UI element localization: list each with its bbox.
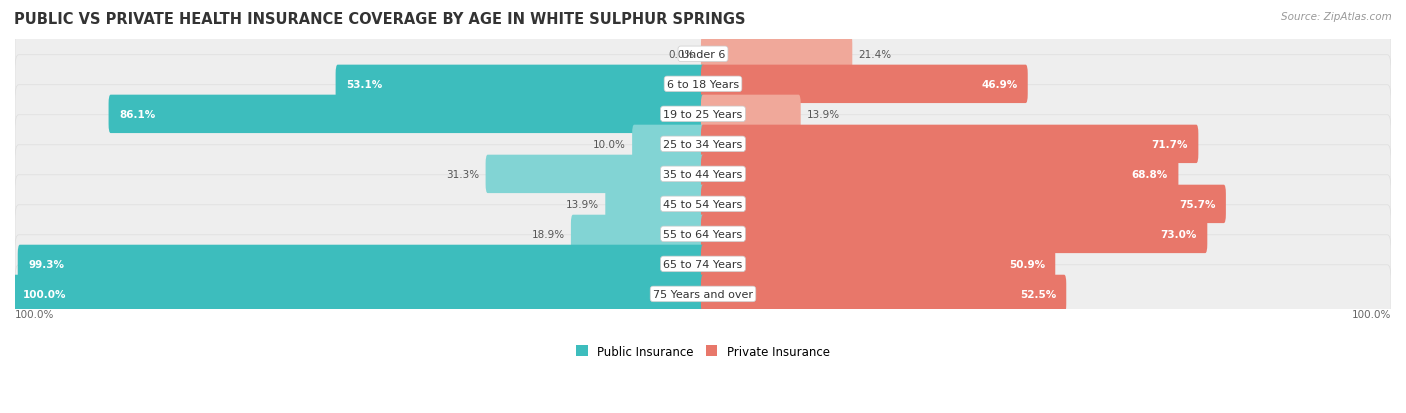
FancyBboxPatch shape bbox=[13, 275, 704, 313]
Text: Under 6: Under 6 bbox=[681, 50, 725, 60]
Text: 68.8%: 68.8% bbox=[1132, 169, 1168, 180]
Text: 71.7%: 71.7% bbox=[1152, 140, 1188, 150]
FancyBboxPatch shape bbox=[633, 126, 704, 164]
Text: 100.0%: 100.0% bbox=[15, 309, 55, 319]
FancyBboxPatch shape bbox=[485, 155, 704, 194]
FancyBboxPatch shape bbox=[571, 215, 704, 254]
Text: PUBLIC VS PRIVATE HEALTH INSURANCE COVERAGE BY AGE IN WHITE SULPHUR SPRINGS: PUBLIC VS PRIVATE HEALTH INSURANCE COVER… bbox=[14, 12, 745, 27]
FancyBboxPatch shape bbox=[702, 275, 1066, 313]
Text: 6 to 18 Years: 6 to 18 Years bbox=[666, 80, 740, 90]
FancyBboxPatch shape bbox=[702, 185, 1226, 223]
Text: 21.4%: 21.4% bbox=[859, 50, 891, 60]
Text: 52.5%: 52.5% bbox=[1019, 289, 1056, 299]
FancyBboxPatch shape bbox=[702, 126, 1198, 164]
FancyBboxPatch shape bbox=[702, 36, 852, 74]
Text: 25 to 34 Years: 25 to 34 Years bbox=[664, 140, 742, 150]
FancyBboxPatch shape bbox=[15, 205, 1391, 263]
Text: 18.9%: 18.9% bbox=[531, 229, 565, 239]
Text: 45 to 54 Years: 45 to 54 Years bbox=[664, 199, 742, 209]
FancyBboxPatch shape bbox=[702, 66, 1028, 104]
Text: 0.0%: 0.0% bbox=[668, 50, 695, 60]
Text: 55 to 64 Years: 55 to 64 Years bbox=[664, 229, 742, 239]
Text: 65 to 74 Years: 65 to 74 Years bbox=[664, 259, 742, 269]
Text: 73.0%: 73.0% bbox=[1160, 229, 1197, 239]
FancyBboxPatch shape bbox=[702, 215, 1208, 254]
FancyBboxPatch shape bbox=[18, 245, 704, 283]
Legend: Public Insurance, Private Insurance: Public Insurance, Private Insurance bbox=[571, 340, 835, 363]
Text: 13.9%: 13.9% bbox=[567, 199, 599, 209]
FancyBboxPatch shape bbox=[702, 245, 1056, 283]
Text: 100.0%: 100.0% bbox=[24, 289, 66, 299]
FancyBboxPatch shape bbox=[336, 66, 704, 104]
FancyBboxPatch shape bbox=[108, 95, 704, 134]
FancyBboxPatch shape bbox=[15, 176, 1391, 233]
FancyBboxPatch shape bbox=[15, 145, 1391, 204]
Text: 75 Years and over: 75 Years and over bbox=[652, 289, 754, 299]
FancyBboxPatch shape bbox=[15, 56, 1391, 114]
FancyBboxPatch shape bbox=[15, 85, 1391, 144]
Text: 100.0%: 100.0% bbox=[1351, 309, 1391, 319]
Text: 46.9%: 46.9% bbox=[981, 80, 1018, 90]
Text: Source: ZipAtlas.com: Source: ZipAtlas.com bbox=[1281, 12, 1392, 22]
Text: 10.0%: 10.0% bbox=[593, 140, 626, 150]
Text: 75.7%: 75.7% bbox=[1180, 199, 1216, 209]
Text: 50.9%: 50.9% bbox=[1010, 259, 1045, 269]
FancyBboxPatch shape bbox=[15, 26, 1391, 84]
FancyBboxPatch shape bbox=[702, 155, 1178, 194]
Text: 99.3%: 99.3% bbox=[28, 259, 65, 269]
FancyBboxPatch shape bbox=[15, 116, 1391, 173]
Text: 31.3%: 31.3% bbox=[446, 169, 479, 180]
FancyBboxPatch shape bbox=[606, 185, 704, 223]
FancyBboxPatch shape bbox=[15, 235, 1391, 293]
Text: 53.1%: 53.1% bbox=[346, 80, 382, 90]
Text: 86.1%: 86.1% bbox=[120, 109, 155, 120]
FancyBboxPatch shape bbox=[15, 265, 1391, 323]
Text: 35 to 44 Years: 35 to 44 Years bbox=[664, 169, 742, 180]
Text: 13.9%: 13.9% bbox=[807, 109, 839, 120]
FancyBboxPatch shape bbox=[702, 95, 800, 134]
Text: 19 to 25 Years: 19 to 25 Years bbox=[664, 109, 742, 120]
